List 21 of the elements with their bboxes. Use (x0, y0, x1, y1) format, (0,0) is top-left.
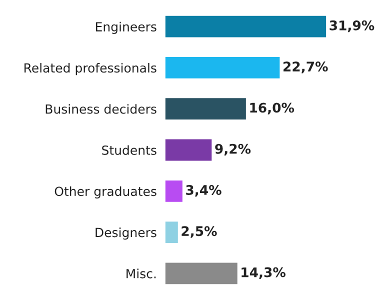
y-tick-label: Misc. (126, 268, 156, 278)
data-label: 9,2% (215, 144, 251, 156)
bar (165, 262, 238, 284)
bar (165, 222, 178, 243)
y-tick-label: Other graduates (54, 186, 156, 198)
y-tick-label: Related professionals (24, 62, 156, 76)
y-tick-label: Business deciders (46, 104, 156, 114)
y-tick-label: Designers (96, 228, 156, 240)
bar (165, 98, 246, 120)
y-tick-label: Students (102, 145, 156, 155)
data-label: 16,0% (250, 102, 294, 114)
bar (165, 139, 212, 161)
data-label: 3,4% (186, 184, 222, 197)
y-tick-label: Engineers (96, 22, 156, 34)
bar (165, 57, 280, 78)
data-label: 2,5% (182, 226, 217, 238)
data-label: 14,3% (242, 267, 286, 279)
bar (165, 16, 326, 38)
data-label: 22,7% (284, 62, 328, 74)
bar (165, 180, 182, 202)
data-label: 31,9% (330, 20, 374, 32)
